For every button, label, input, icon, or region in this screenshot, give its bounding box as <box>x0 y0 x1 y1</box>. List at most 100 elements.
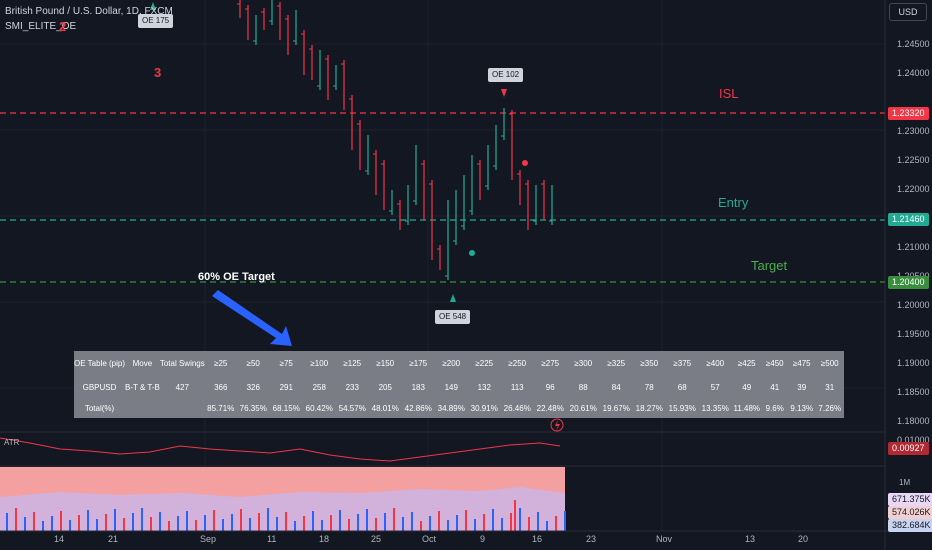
move-header: Move <box>132 358 153 368</box>
volume-bar <box>411 512 413 531</box>
candles <box>237 0 553 280</box>
total-pct-label: Total(%) <box>84 404 115 413</box>
volume-tag: 382.684K <box>888 519 932 532</box>
volume-bar <box>141 508 143 531</box>
volume-bar <box>222 519 224 531</box>
indicator-name[interactable]: SMI_ELITE_OE <box>5 21 77 32</box>
time-tick: 18 <box>319 534 330 544</box>
volume-bar <box>204 515 206 531</box>
pct-cell: 54.57% <box>338 404 366 413</box>
volume-bar <box>483 514 485 531</box>
threshold-header: ≥100 <box>310 358 329 368</box>
atr-tick: 0.01000 <box>897 435 930 445</box>
volume-bar <box>177 516 179 531</box>
volume-bar <box>42 521 44 531</box>
volume-bar <box>501 518 503 531</box>
volume-bar <box>321 520 323 531</box>
count-cell: 84 <box>611 382 621 392</box>
pct-cell: 76.35% <box>239 404 267 413</box>
count-cell: 41 <box>770 382 780 392</box>
pct-cell: 9.6% <box>765 404 784 413</box>
target-label: Target <box>751 258 788 273</box>
oe-175-tag[interactable]: OE 175 <box>138 14 174 28</box>
count-cell: 31 <box>825 382 835 392</box>
time-tick: 21 <box>108 534 119 544</box>
volume-bar <box>492 509 494 531</box>
volume-bar <box>465 510 467 531</box>
pct-cell: 60.42% <box>305 404 333 413</box>
count-cell: 366 <box>214 382 228 392</box>
volume-bar <box>249 518 251 531</box>
atr-line <box>0 437 561 462</box>
time-tick: 25 <box>371 534 382 544</box>
volume-bar <box>105 514 107 531</box>
time-tick: 23 <box>586 534 597 544</box>
volume-bar <box>456 515 458 531</box>
time-tick: 16 <box>532 534 543 544</box>
volume-bar <box>528 517 530 531</box>
move-cell: B-T & T-B <box>125 382 160 392</box>
threshold-header: ≥450 <box>765 358 784 368</box>
oe-102-pointer <box>501 89 507 97</box>
volume-bar <box>186 511 188 531</box>
volume-bar <box>276 517 278 531</box>
count-cell: 183 <box>411 382 425 392</box>
price-tick: 1.18000 <box>897 416 930 426</box>
count-cell: 49 <box>742 382 752 392</box>
threshold-header: ≥325 <box>607 358 626 368</box>
time-tick: 11 <box>267 534 277 544</box>
count-cell: 78 <box>644 382 654 392</box>
signal-dot-teal <box>469 250 475 256</box>
threshold-header: ≥150 <box>376 358 395 368</box>
volume-bar <box>78 515 80 531</box>
volume-bar <box>231 514 233 531</box>
pct-cell: 30.91% <box>470 404 498 413</box>
price-tick: 1.18500 <box>897 387 930 397</box>
volume-bar <box>69 520 71 531</box>
pct-cell: 85.71% <box>207 404 235 413</box>
oe-548-tag[interactable]: OE 548 <box>435 310 471 324</box>
volume-bar <box>537 512 539 531</box>
volume-bar <box>519 508 521 531</box>
count-cell: 258 <box>312 382 326 392</box>
threshold-header: ≥475 <box>792 358 811 368</box>
volume-bar <box>564 511 566 531</box>
atr-label[interactable]: ATR <box>4 438 20 447</box>
currency-button[interactable]: USD <box>889 3 927 21</box>
pct-cell: 42.86% <box>404 404 432 413</box>
time-tick: Sep <box>200 534 217 544</box>
price-tick: 1.19000 <box>897 358 930 368</box>
count-cell: 326 <box>246 382 260 392</box>
atr-value-tag: 0.00927 <box>888 442 929 455</box>
price-tick: 1.19500 <box>897 329 930 339</box>
price-tick: 1.20000 <box>897 300 930 310</box>
oe-102-tag[interactable]: OE 102 <box>488 68 524 82</box>
volume-bar <box>366 509 368 531</box>
volume-bar <box>159 512 161 531</box>
count-cell: 233 <box>345 382 359 392</box>
volume-bar <box>123 518 125 531</box>
volume-bar <box>375 518 377 531</box>
threshold-header: ≥250 <box>508 358 527 368</box>
time-tick: 9 <box>480 534 486 544</box>
volume-bar <box>429 516 431 531</box>
pct-cell: 18.27% <box>635 404 663 413</box>
oe-table-pair-row: GBPUSD B-T & T-B 427 366 326 291 258 233 205 1… <box>74 375 844 399</box>
isl-label: ISL <box>719 86 739 101</box>
symbol-title[interactable]: British Pound / U.S. Dollar, 1D, FXCM <box>5 6 173 17</box>
pct-cell: 34.89% <box>437 404 465 413</box>
count-cell: 96 <box>545 382 555 392</box>
price-tick: 1.24000 <box>897 68 930 78</box>
volume-bar <box>87 510 89 531</box>
total-swings-header: Total Swings <box>159 358 205 368</box>
oe-table-total-row: Total(%) 85.71% 76.35% 68.15% 60.42% 54.57% 4… <box>74 399 844 418</box>
volume-bar <box>312 511 314 531</box>
count-cell: 88 <box>578 382 588 392</box>
time-tick: 20 <box>798 534 809 544</box>
volume-tag: 671.375K <box>888 493 932 506</box>
volume-bar <box>267 508 269 531</box>
count-cell: 68 <box>677 382 687 392</box>
threshold-header: ≥25 <box>214 358 228 368</box>
